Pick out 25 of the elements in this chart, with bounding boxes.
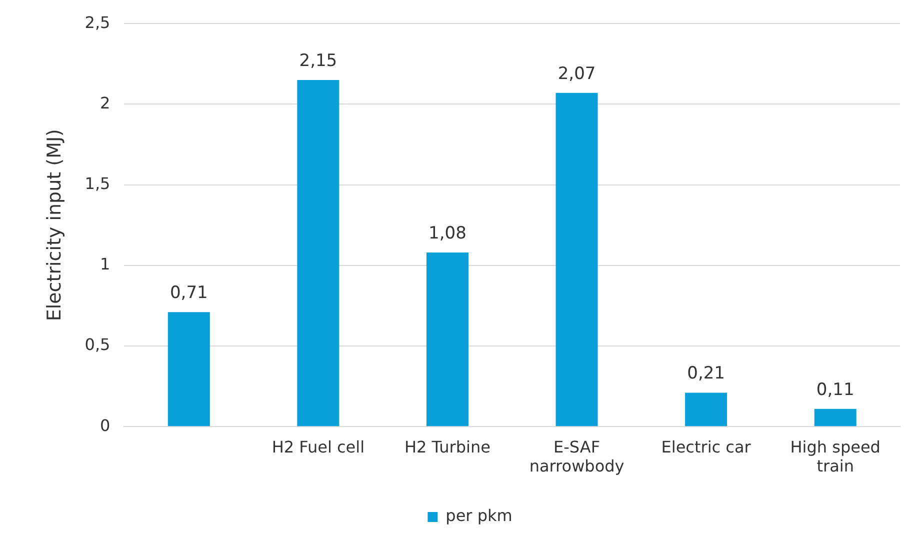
data-label: 1,08 (428, 223, 466, 244)
y-tick-label: 1,5 (84, 174, 110, 193)
x-tick-label: High speed train (790, 437, 880, 476)
x-tick-label: E-SAF narrowbody (529, 437, 624, 476)
bar (556, 92, 598, 426)
legend-label: per pkm (446, 506, 512, 526)
x-tick-label: H2 Turbine (404, 437, 490, 456)
bar (168, 312, 210, 426)
data-label: 0,71 (170, 283, 208, 304)
y-tick-label: 2 (100, 93, 110, 112)
y-tick-label: 0,5 (84, 335, 110, 354)
y-tick-label: 1 (100, 254, 110, 274)
x-tick-label: Electric car (661, 437, 752, 456)
data-label: 0,11 (816, 380, 854, 400)
y-axis-title: Electricity input (MJ) (43, 129, 66, 322)
x-tick-label: H2 Fuel cell (272, 437, 365, 456)
data-label: 2,07 (558, 64, 596, 84)
bar (297, 80, 340, 426)
y-tick-label: 2,5 (84, 12, 110, 32)
bar (426, 252, 468, 426)
data-label: 0,21 (687, 364, 725, 384)
bar (814, 408, 856, 426)
data-label: 2,15 (299, 50, 338, 71)
bar (685, 392, 728, 426)
y-tick-label: 0 (100, 416, 110, 435)
